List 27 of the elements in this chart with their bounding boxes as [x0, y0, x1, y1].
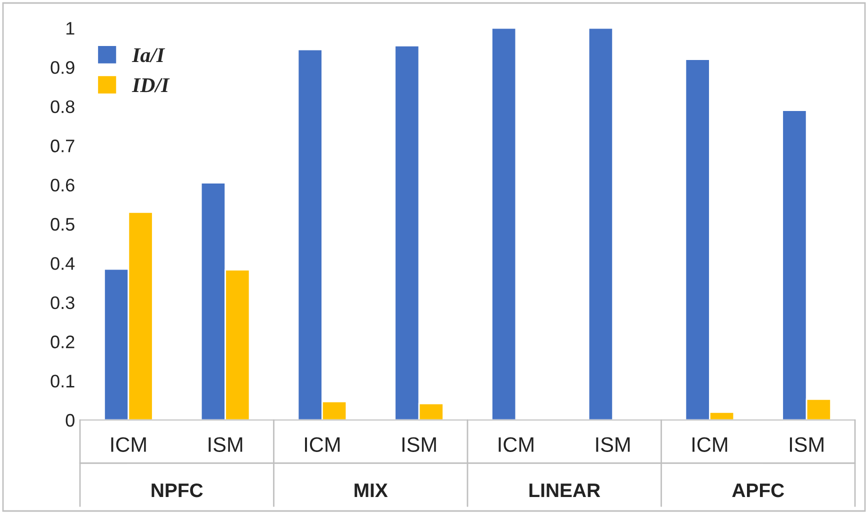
bar [491, 28, 517, 420]
text: LINEAR [529, 484, 600, 498]
y-tick-label: 0.8 [50, 100, 74, 114]
x-tick-label: ICM [111, 437, 146, 452]
y-tick-label: 0.7 [50, 140, 74, 152]
text: APFC [732, 483, 784, 498]
x-tick-label: ISM [402, 437, 436, 452]
text: MIX [354, 484, 388, 498]
legend-label: Ia/I [132, 48, 166, 62]
x-tick-label: ICM [305, 437, 340, 452]
x-tick-label: ISM [208, 437, 242, 452]
bar [588, 28, 614, 420]
y-tick-label: 0.9 [50, 61, 74, 74]
legend-label: ID/I [132, 78, 170, 92]
y-tick-label: 0.5 [50, 218, 74, 231]
y-tick-label: 0.1 [50, 374, 74, 388]
y-tick-label: 0.2 [50, 336, 74, 348]
y-tick-label: 0 [66, 414, 74, 427]
x-tick-label: ISM [790, 437, 824, 452]
x-tick-label: ICM [498, 437, 534, 452]
y-tick-label: 0.6 [50, 178, 74, 192]
y-tick-label: 1 [66, 22, 74, 35]
x-tick-label: ICM [692, 437, 728, 452]
y-tick-label: 0.4 [50, 257, 75, 270]
x-tick-label: ISM [596, 437, 630, 452]
text: NPFC [152, 483, 203, 498]
y-tick-label: 0.3 [50, 296, 74, 310]
